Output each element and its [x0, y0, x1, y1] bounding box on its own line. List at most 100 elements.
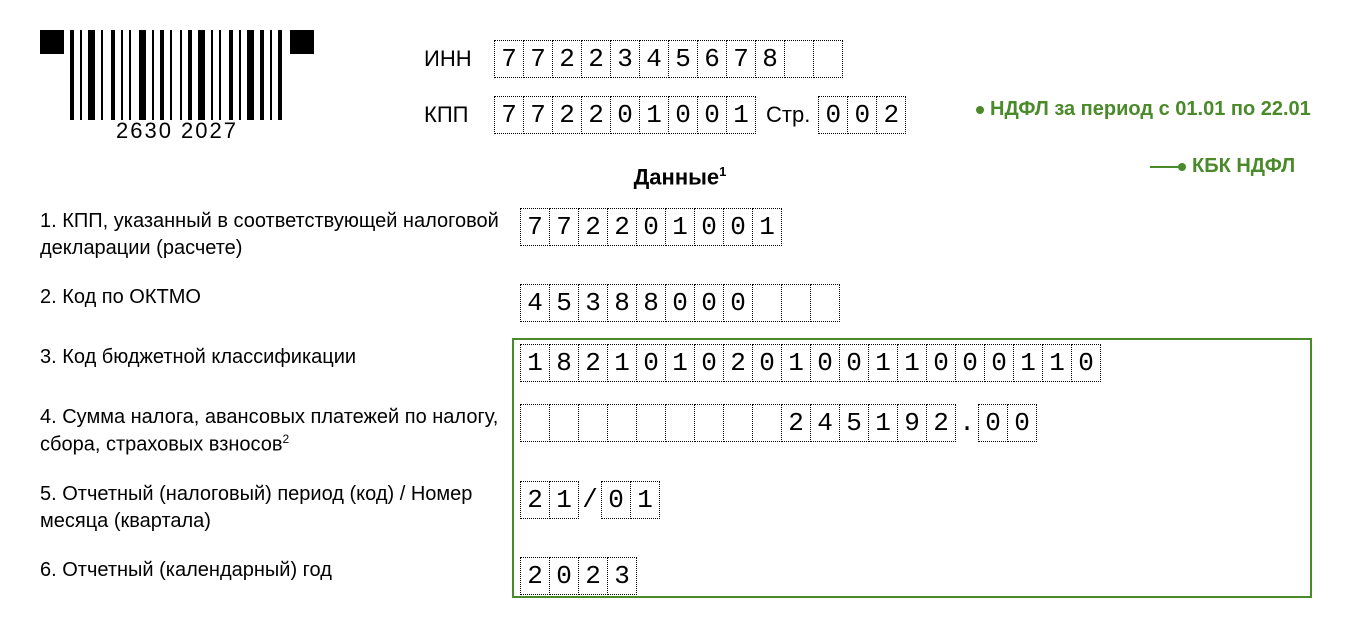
cell: 2 [723, 344, 753, 382]
cell: 1 [549, 481, 579, 519]
cell [520, 404, 550, 442]
cell: 3 [610, 40, 640, 78]
cell: 0 [926, 344, 956, 382]
row3-cells: 18210102010011000110 [520, 344, 1101, 382]
row5-p1: 21 [520, 481, 579, 519]
cell [781, 284, 811, 322]
cell: 2 [578, 208, 608, 246]
cell: 1 [1042, 344, 1072, 382]
cell: 0 [665, 284, 695, 322]
row5-label: 5. Отчетный (налоговый) период (код) / Н… [40, 481, 520, 535]
cell: 5 [668, 40, 698, 78]
cell: 1 [897, 344, 927, 382]
page-label: Стр. [766, 102, 810, 128]
cell: 0 [1007, 404, 1037, 442]
page-cells: 002 [818, 96, 906, 134]
kpp-label: КПП [424, 102, 494, 128]
annotation-ndfl-period: НДФЛ за период с 01.01 по 22.01 [976, 98, 1311, 121]
cell [752, 404, 782, 442]
cell [810, 284, 840, 322]
cell: 7 [494, 40, 524, 78]
cell [723, 404, 753, 442]
cell: 3 [607, 557, 637, 595]
cell: 8 [549, 344, 579, 382]
cell: 0 [636, 208, 666, 246]
cell: 2 [876, 96, 906, 134]
cell: 7 [523, 40, 553, 78]
cell: 3 [578, 284, 608, 322]
row4-sep: . [956, 404, 978, 442]
cell: 0 [636, 344, 666, 382]
inn-label: ИНН [424, 46, 494, 72]
cell [665, 404, 695, 442]
cell: 1 [752, 208, 782, 246]
cell: 1 [520, 344, 550, 382]
cell: 2 [520, 481, 550, 519]
cell: 0 [978, 404, 1008, 442]
cell: 0 [668, 96, 698, 134]
cell: 2 [520, 557, 550, 595]
row1-label: 1. КПП, указанный в соответствующей нало… [40, 208, 520, 262]
cell: 0 [984, 344, 1014, 382]
cell: 0 [601, 481, 631, 519]
cell [636, 404, 666, 442]
cell: 7 [549, 208, 579, 246]
marker-left [40, 30, 64, 54]
cell [607, 404, 637, 442]
row5-p2: 01 [601, 481, 660, 519]
barcode: 2630 2027 [70, 30, 284, 144]
cell: 4 [810, 404, 840, 442]
cell: 0 [723, 284, 753, 322]
annotation-kbk: КБК НДФЛ [1150, 155, 1295, 178]
id-rows: ИНН 7722345678 КПП 772201001 Стр. 002 [424, 30, 906, 152]
cell [784, 40, 814, 78]
cell: 1 [726, 96, 756, 134]
cell: 5 [839, 404, 869, 442]
cell: 2 [552, 96, 582, 134]
row4-dec: 00 [978, 404, 1037, 442]
cell [752, 284, 782, 322]
row6-label: 6. Отчетный (календарный) год [40, 557, 520, 584]
cell: 0 [818, 96, 848, 134]
cell: 0 [1071, 344, 1101, 382]
form-body: 1. КПП, указанный в соответствующей нало… [0, 208, 1360, 595]
row2-label: 2. Код по ОКТМО [40, 284, 520, 311]
cell: 2 [578, 557, 608, 595]
marker-right [290, 30, 314, 54]
cell: 1 [868, 344, 898, 382]
cell: 1 [1013, 344, 1043, 382]
cell: 2 [781, 404, 811, 442]
cell: 1 [607, 344, 637, 382]
cell: 2 [607, 208, 637, 246]
cell: 0 [694, 208, 724, 246]
barcode-text: 2630 2027 [116, 118, 238, 144]
cell: 8 [607, 284, 637, 322]
row3-label: 3. Код бюджетной классификации [40, 344, 520, 371]
cell: 1 [665, 344, 695, 382]
cell [813, 40, 843, 78]
cell: 9 [897, 404, 927, 442]
barcode-block: 2630 2027 [40, 30, 314, 144]
cell: 7 [523, 96, 553, 134]
cell: 7 [520, 208, 550, 246]
cell: 0 [610, 96, 640, 134]
cell: 7 [726, 40, 756, 78]
cell: 1 [639, 96, 669, 134]
cell: 0 [694, 344, 724, 382]
cell: 6 [697, 40, 727, 78]
cell: 8 [755, 40, 785, 78]
kpp-cells: 772201001 [494, 96, 756, 134]
cell: 2 [926, 404, 956, 442]
row5-sep: / [579, 481, 601, 519]
cell: 0 [697, 96, 727, 134]
cell: 0 [694, 284, 724, 322]
cell: 2 [581, 40, 611, 78]
cell: 2 [552, 40, 582, 78]
row6-cells: 2023 [520, 557, 637, 595]
row4-label: 4. Сумма налога, авансовых платежей по н… [40, 404, 520, 459]
row4-int: 245192 [520, 404, 956, 442]
cell: 0 [549, 557, 579, 595]
form-header: 2630 2027 ИНН 7722345678 КПП 772201001 С… [0, 0, 1360, 152]
cell: 1 [630, 481, 660, 519]
cell: 7 [494, 96, 524, 134]
